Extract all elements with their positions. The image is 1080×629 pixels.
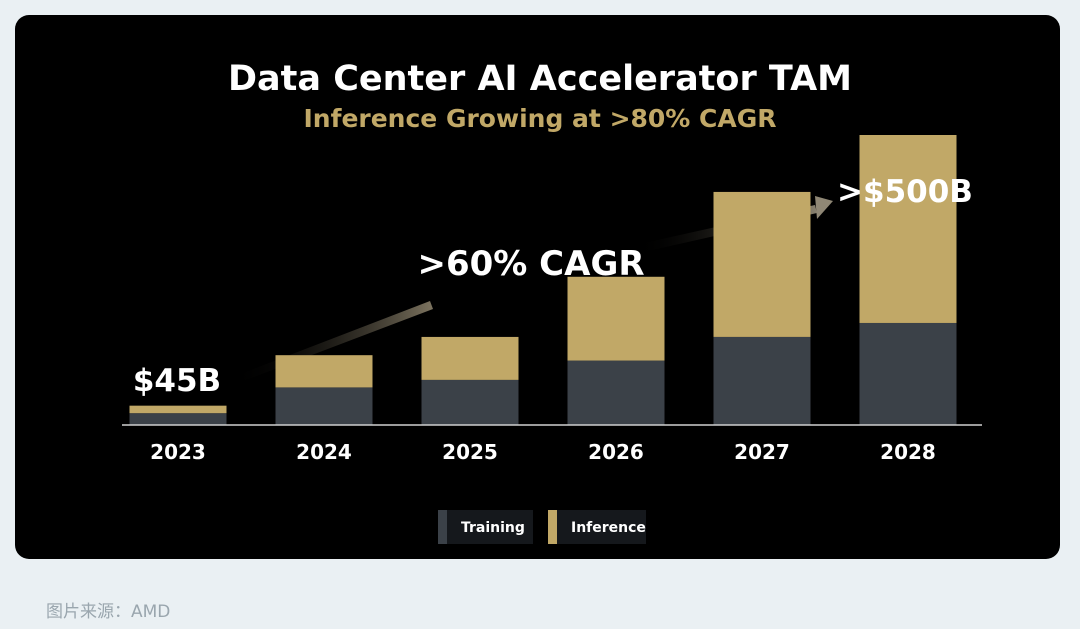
start-value-label: $45B xyxy=(133,363,221,399)
chart-subtitle: Inference Growing at >80% CAGR xyxy=(303,104,776,133)
bar-training-2026 xyxy=(567,360,665,425)
x-tick-label-2028: 2028 xyxy=(880,440,936,464)
bar-training-2024 xyxy=(275,387,373,425)
stacked-bar-chart: Data Center AI Accelerator TAM Inference… xyxy=(122,59,982,544)
bar-inference-2027 xyxy=(713,191,811,337)
x-tick-label-2025: 2025 xyxy=(442,440,498,464)
cagr-label: >60% CAGR xyxy=(417,244,644,284)
legend-label-training: Training xyxy=(461,520,525,536)
chart-card: Data Center AI Accelerator TAM Inference… xyxy=(15,15,1060,559)
growth-arrowhead xyxy=(815,196,833,219)
image-source-caption: 图片来源：AMD xyxy=(46,602,171,622)
bar-inference-2026 xyxy=(567,276,665,361)
bar-inference-2028 xyxy=(859,135,957,323)
bar-inference-2025 xyxy=(421,336,519,380)
x-tick-label-2023: 2023 xyxy=(150,440,206,464)
x-tick-label-2024: 2024 xyxy=(296,440,352,464)
legend: Training Inference xyxy=(438,510,646,544)
bar-training-2027 xyxy=(713,336,811,425)
chart-title: Data Center AI Accelerator TAM xyxy=(228,59,852,99)
legend-label-inference: Inference xyxy=(571,520,646,536)
legend-swatch-inference xyxy=(548,510,557,544)
end-value-label: >$500B xyxy=(837,174,973,210)
legend-box-training xyxy=(438,510,533,544)
legend-swatch-training xyxy=(438,510,447,544)
legend-box-inference xyxy=(548,510,646,544)
bars-group xyxy=(129,135,957,425)
bar-inference-2024 xyxy=(275,355,373,388)
x-tick-label-2026: 2026 xyxy=(588,440,644,464)
x-tick-label-2027: 2027 xyxy=(734,440,790,464)
x-tick-labels: 2023 2024 2025 2026 2027 2028 xyxy=(150,440,936,464)
bar-inference-2023 xyxy=(129,405,227,414)
bar-training-2028 xyxy=(859,322,957,425)
bar-training-2025 xyxy=(421,379,519,425)
bar-training-2023 xyxy=(129,413,227,425)
